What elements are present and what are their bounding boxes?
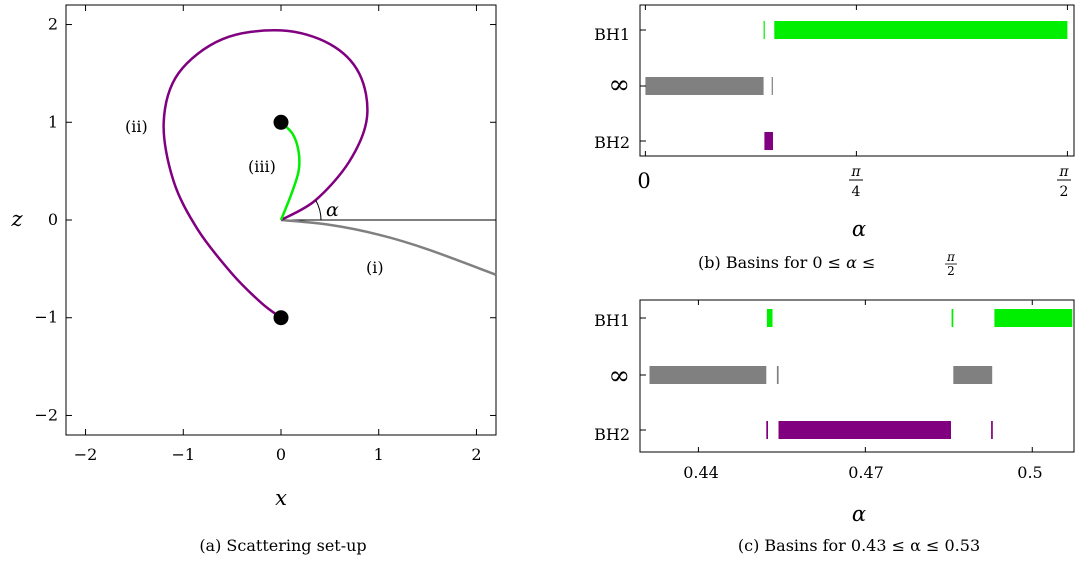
panel-a-ytick-label: 0 — [48, 210, 58, 229]
svg-text:π: π — [850, 164, 861, 180]
svg-text:π: π — [946, 250, 956, 264]
panel-a-xtick-label: −1 — [171, 445, 195, 464]
panel-b-tick-pi-4: π 4 — [849, 164, 863, 200]
panel-b-basin-bar — [771, 77, 773, 95]
panel-a-ytick-label: −1 — [34, 308, 58, 327]
curve-label-i: (i) — [366, 258, 384, 277]
svg-text:4: 4 — [852, 184, 861, 200]
panel-a-ytick-label: 1 — [48, 112, 58, 131]
panel-c-tick-047: 0.47 — [848, 463, 884, 482]
panel-c-basin-bar — [766, 309, 773, 327]
panel-c-basins: BH1 ∞ BH2 0.44 0.47 0.5 α (c) Basins for… — [594, 299, 1075, 555]
panel-c-caption: (c) Basins for 0.43 ≤ α ≤ 0.53 — [738, 536, 980, 555]
panel-c-row-bh1: BH1 — [594, 311, 630, 330]
panel-a-xlabel: x — [275, 486, 287, 510]
panel-b-basin-bar — [763, 21, 765, 39]
svg-text:π: π — [1058, 164, 1069, 180]
svg-text:2: 2 — [947, 264, 955, 278]
panel-c-ticks — [640, 300, 1033, 452]
curve-label-iii: (iii) — [248, 157, 276, 176]
angle-alpha-label: α — [326, 199, 339, 221]
angle-arc — [315, 199, 322, 221]
panel-a-xtick-label: 2 — [471, 445, 481, 464]
panel-a-ticks: −2 −1 0 1 2 −2 −1 0 1 2 — [34, 5, 496, 464]
panel-b-tick-0: 0 — [637, 169, 650, 193]
panel-b-bars — [645, 21, 1068, 150]
panel-a-curves — [162, 29, 497, 326]
svg-text:(b) Basins for 0 ≤ α ≤: (b) Basins for 0 ≤ α ≤ — [698, 253, 875, 272]
black-hole-2 — [273, 310, 289, 326]
panel-a-caption: (a) Scattering set-up — [199, 536, 366, 555]
panel-a-xtick-label: 0 — [276, 445, 286, 464]
panel-c-basin-bar — [649, 366, 767, 384]
panel-b-basins: BH1 ∞ BH2 0 π 4 π 2 α (b) Basins for 0 ≤… — [594, 4, 1075, 278]
panel-c-basin-bar — [991, 421, 993, 439]
panel-c-tick-05: 0.5 — [1017, 463, 1042, 482]
panel-c-bars — [649, 309, 1073, 439]
panel-c-row-infinity: ∞ — [608, 361, 630, 391]
panel-c-basin-bar — [994, 309, 1073, 327]
panel-b-basin-bar — [764, 132, 773, 150]
trajectory-ii-purple — [162, 29, 369, 319]
trajectory-i-gray — [280, 218, 497, 276]
panel-c-basin-bar — [766, 421, 768, 439]
panel-c-basin-bar — [953, 366, 993, 384]
panel-c-basin-bar — [951, 309, 954, 327]
panel-c-frame — [639, 299, 1075, 453]
panel-b-row-infinity: ∞ — [608, 70, 630, 100]
panel-c-basin-bar — [776, 366, 779, 384]
panel-a-xtick-label: −2 — [74, 445, 98, 464]
trajectory-iii-green — [279, 121, 301, 221]
panel-b-row-bh2: BH2 — [594, 133, 630, 152]
panel-b-basin-bar — [774, 21, 1068, 39]
panel-b-xlabel: α — [852, 217, 866, 241]
curve-label-ii: (ii) — [125, 117, 148, 136]
panel-a-scattering-setup: −2 −1 0 1 2 −2 −1 0 1 2 α (i) (ii) (iii) x z (a) … — [10, 4, 497, 555]
panel-c-xlabel: α — [852, 502, 866, 526]
panel-b-ticks — [640, 5, 1068, 156]
svg-text:2: 2 — [1060, 184, 1069, 200]
panel-a-ytick-label: 2 — [48, 15, 58, 34]
panel-c-tick-044: 0.44 — [683, 463, 719, 482]
panel-b-basin-bar — [645, 77, 764, 95]
panel-a-ylabel: z — [10, 207, 23, 231]
panel-b-row-bh1: BH1 — [594, 25, 630, 44]
black-hole-1 — [273, 114, 289, 130]
panel-b-frame — [639, 4, 1075, 157]
panel-a-xtick-label: 1 — [374, 445, 384, 464]
panel-b-caption: (b) Basins for 0 ≤ α ≤ π 2 — [698, 250, 957, 278]
panel-c-basin-bar — [778, 421, 951, 439]
panel-c-row-bh2: BH2 — [594, 425, 630, 444]
panel-a-ytick-label: −2 — [34, 405, 58, 424]
panel-b-tick-pi-2: π 2 — [1057, 164, 1071, 200]
